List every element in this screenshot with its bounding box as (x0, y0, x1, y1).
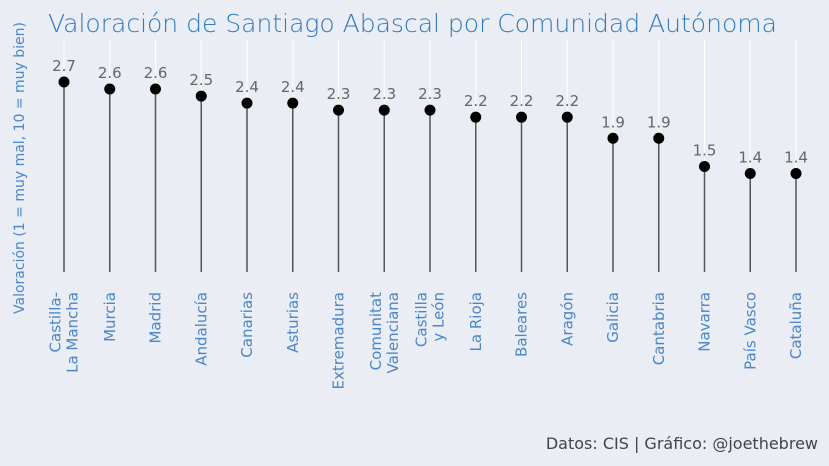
x-tick-label: Comunitat Valenciana (367, 292, 402, 374)
x-tick-label-line: Cantabria (650, 292, 668, 365)
data-point (378, 104, 390, 116)
x-tick-label: Extremadura (330, 292, 348, 390)
data-point (333, 104, 344, 116)
data-label: 1.5 (693, 141, 717, 159)
data-point (790, 167, 802, 179)
data-point (150, 83, 161, 95)
x-tick-label: Asturias (284, 292, 302, 353)
data-label: 1.9 (647, 113, 671, 131)
x-tick-label-line: Andalucía (192, 292, 210, 366)
x-tick-label: La Rioja (467, 292, 485, 351)
data-point (699, 160, 710, 172)
x-tick-label-line: Valenciana (384, 292, 402, 374)
x-tick-label: Andalucía (192, 292, 210, 366)
x-tick-label-line: Comunitat (367, 292, 385, 371)
x-tick-label-line: Aragón (558, 292, 576, 346)
x-tick-label: Canarias (238, 292, 256, 358)
data-point (287, 97, 299, 109)
data-point (424, 104, 436, 116)
x-tick-label-line: Cataluña (787, 292, 805, 359)
x-tick-label: Navarra (696, 292, 714, 352)
data-label: 2.6 (98, 64, 122, 82)
data-point (470, 111, 482, 123)
chart-caption: Datos: CIS | Gráfico: @joethebrew (546, 434, 818, 453)
data-point (607, 132, 619, 144)
data-label: 2.7 (52, 57, 76, 75)
data-label: 2.4 (281, 78, 305, 96)
x-tick-label: Castilla- La Mancha (47, 292, 82, 373)
chart-marks: 2.7 2.6 2.6 2.5 2.4 2.4 2.3 2.3 2.3 2.2 2.2 2.2 1.9 1… (52, 57, 808, 272)
x-tick-label: País Vasco (741, 292, 759, 370)
x-tick-label-line: Castilla- (47, 292, 65, 352)
x-tick-label: Madrid (147, 292, 165, 344)
data-label: 1.9 (601, 113, 625, 131)
x-tick-label-line: Baleares (513, 292, 531, 357)
data-label: 2.3 (418, 85, 442, 103)
x-tick-label-line: País Vasco (741, 292, 759, 370)
x-tick-label-line: Murcia (101, 292, 119, 342)
data-point (516, 111, 527, 123)
x-tick-label-line: La Rioja (467, 292, 485, 351)
data-point (744, 167, 756, 179)
data-label: 1.4 (784, 148, 808, 166)
x-tick-label: Galicia (604, 292, 622, 343)
x-tick-label: Aragón (558, 292, 576, 346)
data-point (653, 132, 665, 144)
data-label: 2.4 (235, 78, 259, 96)
x-tick-label: Cantabria (650, 292, 668, 365)
x-tick-label-line: Canarias (238, 292, 256, 358)
data-label: 2.3 (327, 85, 351, 103)
x-tick-label-line: Navarra (696, 292, 714, 352)
x-tick-label-line: Madrid (147, 292, 165, 344)
data-label: 1.4 (738, 148, 762, 166)
data-label: 2.2 (464, 92, 488, 110)
x-tick-label-line: Galicia (604, 292, 622, 343)
data-label: 2.5 (189, 71, 213, 89)
x-tick-label: Castilla y León (413, 292, 448, 347)
data-point (104, 83, 116, 95)
data-label: 2.2 (555, 92, 579, 110)
data-point (241, 97, 253, 109)
chart-title: Valoración de Santiago Abascal por Comun… (48, 9, 777, 38)
x-tick-labels: Castilla- La Mancha Murcia Madrid Andalucía C… (47, 292, 806, 390)
x-tick-label-line: La Mancha (64, 292, 82, 373)
data-label: 2.6 (144, 64, 168, 82)
x-tick-label: Baleares (513, 292, 531, 357)
x-tick-label-line: Extremadura (330, 292, 348, 390)
data-label: 2.3 (372, 85, 396, 103)
data-point (195, 90, 207, 102)
data-point (561, 111, 573, 123)
x-tick-label-line: y León (430, 292, 448, 342)
x-tick-label: Murcia (101, 292, 119, 342)
y-axis-label: Valoración (1 = muy mal, 10 = muy bien) (12, 22, 28, 314)
x-tick-label-line: Asturias (284, 292, 302, 353)
data-label: 2.2 (510, 92, 534, 110)
x-tick-label-line: Castilla (413, 292, 431, 347)
data-point (58, 76, 70, 88)
x-tick-label: Cataluña (787, 292, 805, 359)
